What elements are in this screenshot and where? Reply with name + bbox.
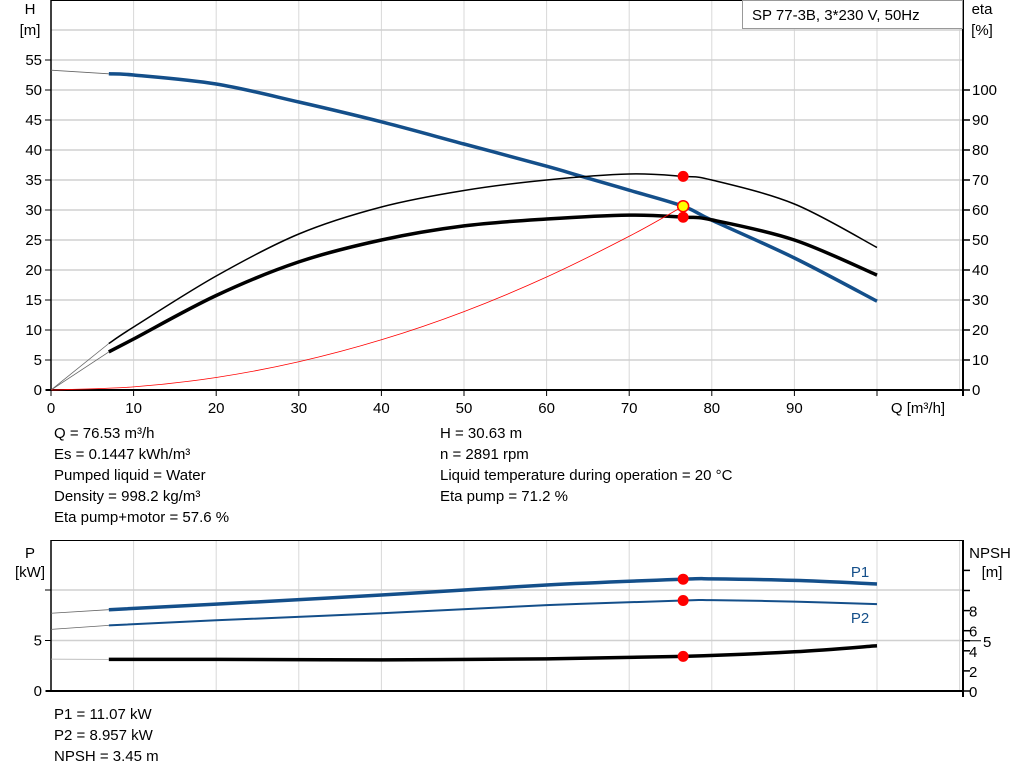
system-curve-curve [50, 205, 684, 391]
eta-pump-curve [108, 173, 878, 345]
x-tick-label: 50 [456, 400, 473, 417]
duty-point-info-right: H = 30.63 m n = 2891 rpm Liquid temperat… [440, 423, 732, 507]
right-axis-unit: [%] [971, 22, 993, 39]
P2-operating-point [677, 595, 689, 607]
x-tick-label: 10 [125, 400, 142, 417]
info-liquid: Pumped liquid = Water [54, 467, 206, 484]
left-tick-label: 20 [25, 262, 42, 279]
P1-operating-point [677, 573, 689, 585]
left-tick-label: 10 [25, 322, 42, 339]
right-tick-label: 50 [972, 232, 989, 249]
plot-frame [50, 0, 964, 391]
right-axis-unit: [m] [982, 564, 1003, 581]
left-tick-label: 5 [34, 352, 42, 369]
info-es: Es = 0.1447 kWh/m³ [54, 446, 191, 463]
left-axis-title: H [25, 1, 36, 18]
P1-curve [108, 576, 878, 612]
right-tick-label: 40 [972, 262, 989, 279]
eta-pump-motor-operating-point [677, 211, 689, 223]
x-axis-title: Q [m³/h] [891, 400, 945, 417]
right-tick-label: 2 [969, 664, 977, 681]
x-tick-label: 0 [47, 400, 55, 417]
P2-curve [108, 598, 878, 627]
left-tick-label: 5 [34, 633, 42, 650]
info-p2: P2 = 8.957 kW [54, 727, 153, 744]
x-tick-label: 40 [373, 400, 390, 417]
left-tick-label: 30 [25, 202, 42, 219]
right-tick-label: 0 [972, 382, 980, 399]
right-tick-label: 90 [972, 112, 989, 129]
right-tick-label: 10 [972, 352, 989, 369]
x-tick-label: 60 [538, 400, 555, 417]
info-p1: P1 = 11.07 kW [54, 706, 152, 723]
chart-title: SP 77-3B, 3*230 V, 50Hz [752, 7, 920, 24]
duty-point-info-left: Q = 76.53 m³/h Es = 0.1447 kWh/m³ Pumped… [54, 423, 229, 528]
power-npsh-panel [45, 540, 981, 697]
left-tick-label: 55 [25, 52, 42, 69]
left-tick-label: 25 [25, 232, 42, 249]
info-eta-total: Eta pump+motor = 57.6 % [54, 509, 230, 526]
left-tick-label: 35 [25, 172, 42, 189]
right-tick-label: 4 [969, 644, 977, 661]
left-tick-label: 40 [25, 142, 42, 159]
left-tick-label: 50 [25, 82, 42, 99]
right-tick-label: 20 [972, 322, 989, 339]
right-tick-label: 6 [969, 624, 977, 641]
NPSH-curve [108, 644, 878, 662]
power-info: P1 = 11.07 kW P2 = 8.957 kW NPSH = 3.45 … [54, 704, 159, 767]
left-tick-label: 15 [25, 292, 42, 309]
info-density: Density = 998.2 kg/m³ [54, 488, 201, 505]
P1-series-label: P1 [851, 564, 869, 581]
head-extrapolated-line [50, 69, 109, 75]
head-curve [108, 72, 878, 303]
x-tick-label: 70 [621, 400, 638, 417]
left-tick-label: 0 [34, 683, 42, 700]
info-n: n = 2891 rpm [440, 446, 529, 463]
P2-extrapolated-line [50, 624, 109, 630]
info-npsh: NPSH = 3.45 m [54, 748, 159, 765]
x-tick-label: 30 [290, 400, 307, 417]
right-axis-title: NPSH [969, 545, 1011, 562]
right-tick-label: 30 [972, 292, 989, 309]
right-tick-label: 60 [972, 202, 989, 219]
right-tick-label: 0 [969, 684, 977, 701]
right-tick-label: 70 [972, 172, 989, 189]
left-tick-label: 45 [25, 112, 42, 129]
right-axis-title: eta [972, 1, 994, 18]
right-tick-label: 5 [983, 634, 991, 651]
right-tick-label: 100 [972, 82, 997, 99]
eta-pump-motor-extrapolated-line [50, 351, 110, 391]
info-eta-pump: Eta pump = 71.2 % [440, 488, 568, 505]
P1-extrapolated-line [50, 609, 109, 614]
left-axis-title: P [25, 545, 35, 562]
info-temp: Liquid temperature during operation = 20… [440, 467, 733, 484]
x-tick-label: 20 [208, 400, 225, 417]
left-tick-label: 0 [34, 382, 42, 399]
title-box [742, 0, 963, 29]
eta-pump-extrapolated-line [50, 343, 110, 391]
info-h: H = 30.63 m [440, 425, 523, 442]
left-axis-unit: [m] [20, 22, 41, 39]
eta-pump-operating-point [677, 170, 689, 182]
left-axis-unit: [kW] [15, 564, 45, 581]
NPSH-operating-point [677, 650, 689, 662]
right-tick-label: 80 [972, 142, 989, 159]
right-tick-label: 8 [969, 604, 977, 621]
x-tick-label: 90 [786, 400, 803, 417]
x-tick-label: 80 [703, 400, 720, 417]
head-efficiency-panel [45, 0, 970, 396]
head-operating-point [676, 199, 690, 213]
plot-frame [50, 540, 964, 692]
info-q: Q = 76.53 m³/h [54, 425, 155, 442]
P2-series-label: P2 [851, 610, 869, 627]
eta-pump-motor-curve [108, 213, 878, 354]
